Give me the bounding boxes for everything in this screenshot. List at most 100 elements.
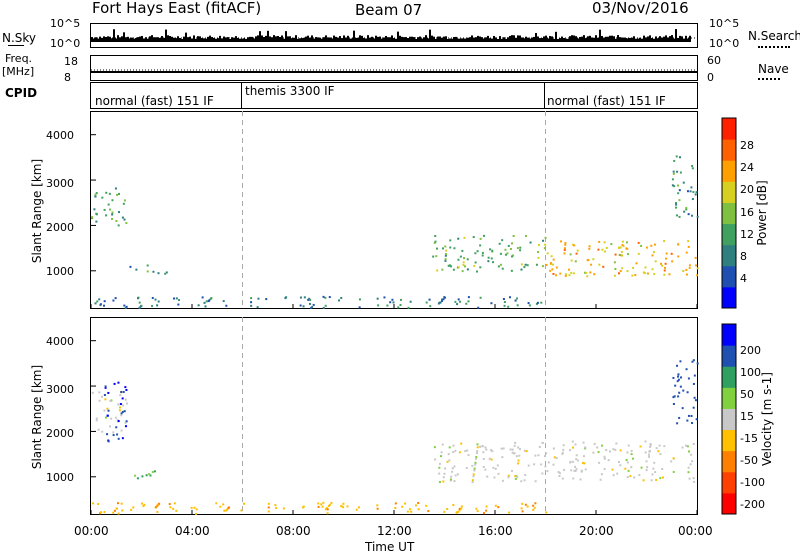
noise-left-tick-bottom: 10^0 [50,37,81,50]
noise-bar [387,37,389,42]
noise-bar [665,35,667,42]
velocity-echo-cell [410,510,413,513]
velocity-echo-cell [156,504,159,507]
power-echo-cell [114,297,117,300]
noise-bar [205,38,207,42]
noise-bar [531,37,533,42]
velocity-echo-cell [394,507,397,510]
velocity-echo-cell [516,475,519,478]
power-echo-cell [307,298,310,301]
noise-bar [641,38,643,42]
noise-bar [319,37,321,42]
velocity-echo-cell [376,504,379,507]
power-echo-cell [498,242,501,245]
noise-bar [559,38,561,42]
power-echo-cell [172,297,175,300]
power-echo-cell [457,258,460,261]
velocity-echo-cell [446,508,449,511]
velocity-echo-cell [693,374,696,377]
power-echo-cell [432,255,435,258]
velocity-echo-cell [394,502,397,505]
power-echo-cell [614,253,617,256]
velocity-echo-cell [563,468,566,471]
velocity-echo-cell [460,505,463,508]
noise-bar [505,38,507,42]
power-echo-cell [602,265,605,268]
power-echo-cell [459,255,462,258]
power-echo-cell [121,216,124,219]
noise-bar [397,31,399,42]
power-echo-cell [129,265,132,268]
velocity-echo-cell [97,428,100,431]
noise-bar [137,37,139,42]
velocity-echo-cell [575,454,578,457]
velocity-echo-cell [476,443,479,446]
velocity-echo-cell [676,380,679,383]
velocity-echo-cell [113,382,116,385]
power-echo-cell [265,298,268,301]
power-echo-cell [626,270,629,273]
noise-bar [575,36,577,42]
power-echo-cell [551,268,554,271]
power-echo-cell [524,234,527,237]
power-echo-cell [114,187,117,190]
power-echo-cell [687,213,690,216]
noise-bar [377,36,379,42]
velocity-echo-cell [446,460,449,463]
noise-bar [681,36,683,42]
velocity-echo-cell [486,475,489,478]
power-echo-cell [474,261,477,264]
noise-bar [155,37,157,42]
velocity-echo-cell [686,419,689,422]
velocity-echo-cell [653,461,656,464]
velocity-echo-cell [574,465,577,468]
velocity-echo-cell [114,416,117,419]
noise-bar [621,37,623,42]
noise-bar [193,35,195,42]
power-echo-cell [663,269,666,272]
velocity-ytick-4000: 4000 [46,335,74,348]
noise-bar [573,35,575,42]
noise-bar [655,36,657,42]
velocity-echo-cell [521,510,524,513]
noise-sky-label: N.Sky [2,31,37,45]
velocity-echo-cell [630,453,633,456]
velocity-echo-cell [267,502,270,505]
power-echo-cell [569,253,572,256]
power-echo-cell [545,263,548,266]
noise-bar [589,35,591,42]
noise-bar [217,38,219,42]
velocity-echo-cell [117,420,120,423]
power-echo-cell [441,298,444,301]
noise-bar [361,35,363,42]
noise-bar [277,35,279,42]
noise-bar [629,37,631,42]
noise-bar [541,38,543,42]
velocity-echo-cell [543,455,546,458]
velocity-echo-cell [501,456,504,459]
velocity-echo-cell [681,407,684,410]
noise-bar [485,37,487,42]
power-echo-cell [503,301,506,304]
cpid-panel: normal (fast) 151 IF themis 3300 IF norm… [90,82,698,109]
noise-bar [439,36,441,42]
power-echo-cell [634,274,637,277]
power-echo-cell [487,260,490,263]
power-echo-cell [675,155,678,158]
power-echo-cell [621,267,624,270]
velocity-echo-cell [149,474,152,477]
velocity-echo-cell [342,502,345,505]
power-echo-cell [302,305,305,308]
power-echo-cell [685,206,688,209]
noise-bar [93,38,95,42]
power-echo-cell [445,249,448,252]
velocity-echo-cell [605,449,608,452]
velocity-echo-cell [654,471,657,474]
power-echo-cell [140,304,143,307]
power-echo-cell [689,190,692,193]
power-colorbar-swatch [722,244,736,267]
noise-bar [519,35,521,42]
noise-bar [507,37,509,42]
velocity-echo-cell [153,470,156,473]
noise-bar [295,35,297,42]
